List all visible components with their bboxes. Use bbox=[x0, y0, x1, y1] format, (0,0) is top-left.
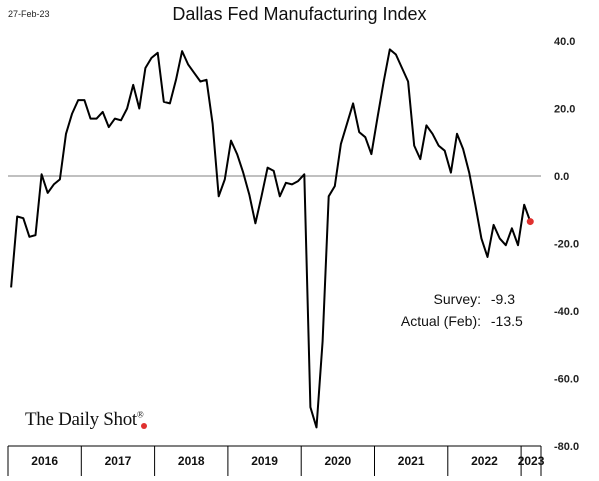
y-tick-label: 40.0 bbox=[554, 36, 575, 48]
logo-red-dot bbox=[141, 423, 148, 429]
survey-value: -9.3 bbox=[490, 291, 516, 307]
y-tick-label: -40.0 bbox=[554, 306, 579, 318]
actual-label: Actual (Feb): bbox=[400, 313, 481, 329]
y-tick-label: -80.0 bbox=[554, 441, 579, 453]
x-tick-label: 2020 bbox=[324, 454, 351, 468]
series-layer bbox=[10, 48, 534, 429]
date-stamp: 27-Feb-23 bbox=[8, 9, 50, 19]
x-tick-label: 2021 bbox=[398, 454, 425, 468]
actual-value: -13.5 bbox=[490, 313, 523, 329]
actual-annotation: Actual (Feb): -13.5 bbox=[374, 313, 523, 329]
axis-layer: 40.0 20.0 0.0 -20.0 -40.0 -60.0 -80.0 2016 2017 2… bbox=[7, 36, 579, 476]
series-line bbox=[10, 48, 532, 429]
x-tick-label: 2022 bbox=[471, 454, 498, 468]
daily-shot-logo: The Daily Shot® bbox=[25, 409, 148, 431]
chart-title: Dallas Fed Manufacturing Index bbox=[172, 4, 427, 24]
survey-label: Survey: bbox=[433, 291, 481, 307]
y-tick-label: -20.0 bbox=[554, 239, 579, 251]
y-tick-label: -60.0 bbox=[554, 374, 579, 386]
logo-registered-mark: ® bbox=[136, 409, 144, 420]
x-tick-label: 2018 bbox=[178, 454, 205, 468]
x-tick-label: 2019 bbox=[251, 454, 278, 468]
x-tick-label: 2017 bbox=[105, 454, 132, 468]
actual-point-marker bbox=[526, 218, 534, 226]
y-tick-label: 0.0 bbox=[554, 171, 569, 183]
survey-annotation: Survey: -9.3 bbox=[404, 291, 515, 307]
x-tick-label: 2023 bbox=[518, 454, 545, 468]
y-tick-label: 20.0 bbox=[554, 104, 575, 116]
logo-text: The Daily Shot bbox=[25, 409, 137, 430]
x-tick-label: 2016 bbox=[31, 454, 58, 468]
